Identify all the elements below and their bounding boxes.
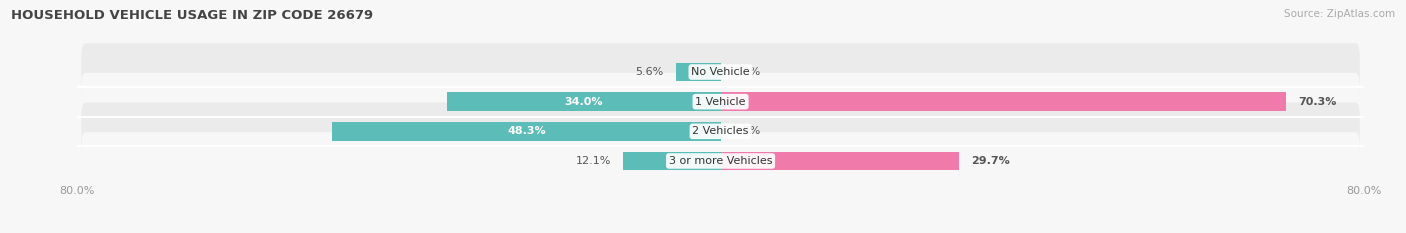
Text: 48.3%: 48.3% xyxy=(508,126,546,136)
Text: 1 Vehicle: 1 Vehicle xyxy=(696,97,745,107)
FancyBboxPatch shape xyxy=(82,132,1360,190)
Bar xyxy=(332,122,721,140)
Bar xyxy=(447,93,721,111)
Text: 0.0%: 0.0% xyxy=(733,126,761,136)
Text: HOUSEHOLD VEHICLE USAGE IN ZIP CODE 26679: HOUSEHOLD VEHICLE USAGE IN ZIP CODE 2667… xyxy=(11,9,374,22)
FancyBboxPatch shape xyxy=(82,73,1360,130)
Text: 5.6%: 5.6% xyxy=(636,67,664,77)
Bar xyxy=(721,93,1286,111)
Bar xyxy=(721,152,959,170)
Text: No Vehicle: No Vehicle xyxy=(692,67,749,77)
Text: 3 or more Vehicles: 3 or more Vehicles xyxy=(669,156,772,166)
FancyBboxPatch shape xyxy=(82,43,1360,101)
Bar xyxy=(675,63,721,81)
Text: 12.1%: 12.1% xyxy=(576,156,612,166)
Text: 2 Vehicles: 2 Vehicles xyxy=(692,126,749,136)
Text: 34.0%: 34.0% xyxy=(565,97,603,107)
Bar xyxy=(623,152,721,170)
FancyBboxPatch shape xyxy=(82,103,1360,160)
Text: 0.0%: 0.0% xyxy=(733,67,761,77)
Text: Source: ZipAtlas.com: Source: ZipAtlas.com xyxy=(1284,9,1395,19)
Text: 70.3%: 70.3% xyxy=(1298,97,1336,107)
Text: 29.7%: 29.7% xyxy=(972,156,1010,166)
